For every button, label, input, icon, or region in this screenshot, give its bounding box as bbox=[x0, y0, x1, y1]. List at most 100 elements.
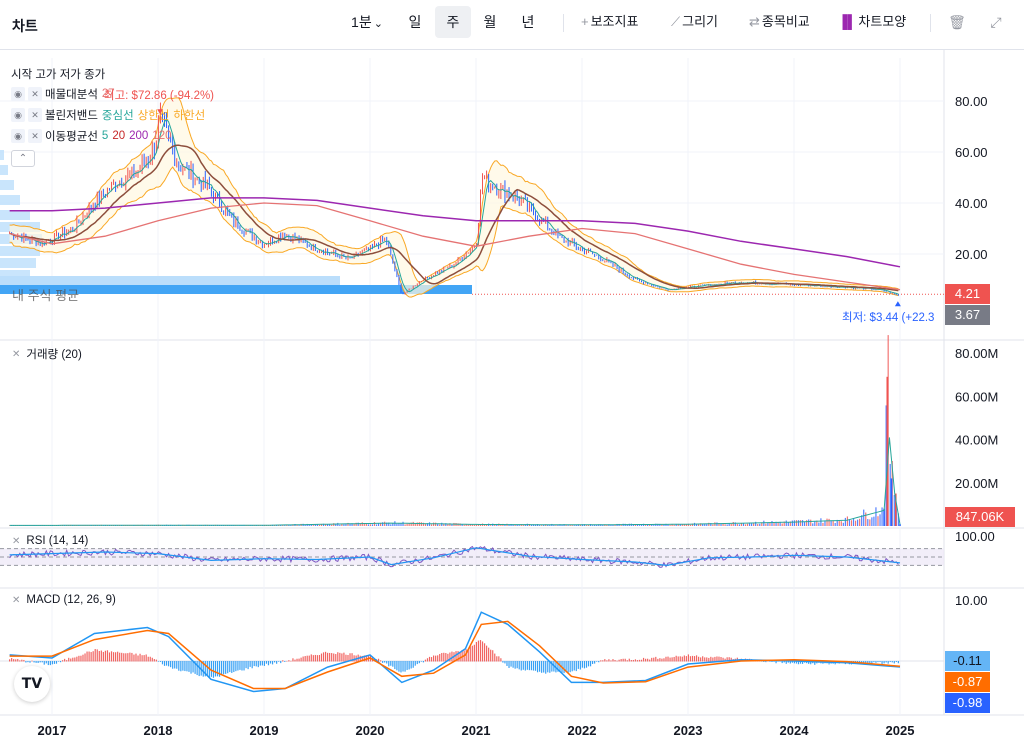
period-tab-month[interactable]: 월 bbox=[483, 14, 497, 30]
volume-profile-poc-bar bbox=[0, 285, 472, 294]
macd-histogram-bar bbox=[284, 661, 286, 662]
macd-histogram-bar bbox=[724, 658, 726, 662]
macd-histogram-bar bbox=[94, 649, 96, 662]
macd-histogram-bar bbox=[329, 652, 331, 662]
volume-bar bbox=[671, 524, 673, 526]
eye-icon[interactable]: ◉ bbox=[11, 128, 25, 143]
chevron-down-icon: ⌄ bbox=[373, 18, 383, 30]
macd-histogram-bar bbox=[638, 659, 641, 662]
volume-bar bbox=[612, 524, 614, 526]
time-axis-tick: 2019 bbox=[250, 723, 279, 738]
macd-histogram-bar bbox=[163, 661, 166, 666]
macd-histogram-bar bbox=[608, 659, 610, 662]
macd-histogram-bar bbox=[53, 661, 56, 664]
macd-histogram-bar bbox=[881, 661, 883, 664]
macd-histogram-bar bbox=[347, 654, 349, 662]
macd-histogram-bar bbox=[490, 649, 492, 662]
volume-bar bbox=[406, 523, 408, 526]
macd-histogram-bar bbox=[194, 661, 196, 674]
macd-histogram-bar bbox=[80, 655, 82, 662]
volume-bar bbox=[793, 520, 796, 526]
volume-bar bbox=[812, 523, 814, 526]
volume-bar bbox=[437, 524, 439, 526]
macd-histogram-bar bbox=[88, 651, 90, 662]
drawing-button[interactable]: ⟋ 그리기 bbox=[671, 6, 718, 38]
close-icon[interactable]: ✕ bbox=[12, 348, 21, 360]
volume-profile-value: 27 bbox=[101, 87, 115, 100]
macd-histogram-bar bbox=[318, 654, 321, 662]
macd-histogram-bar bbox=[212, 661, 215, 678]
toolbar-divider bbox=[930, 14, 931, 32]
close-icon[interactable]: ✕ bbox=[12, 535, 21, 547]
macd-histogram-bar bbox=[781, 661, 783, 664]
macd-histogram-bar bbox=[27, 661, 29, 663]
period-tab-week[interactable]: 주 bbox=[435, 6, 471, 38]
macd-histogram-bar bbox=[622, 658, 624, 662]
period-tab-day[interactable]: 일 bbox=[408, 14, 422, 30]
volume-bar bbox=[310, 524, 312, 526]
compare-button[interactable]: ⇄ 종목비교 bbox=[749, 6, 810, 38]
volume-bar bbox=[569, 524, 571, 526]
macd-histogram-bar bbox=[691, 655, 694, 662]
volume-bar bbox=[677, 523, 679, 526]
macd-histogram-bar bbox=[384, 661, 386, 663]
price-axis-tick: 80.00 bbox=[955, 94, 988, 109]
volume-bar bbox=[602, 524, 604, 526]
macd-histogram-bar bbox=[883, 661, 885, 664]
volume-bar bbox=[806, 520, 808, 526]
macd-histogram-bar bbox=[11, 658, 13, 662]
macd-histogram-bar bbox=[302, 656, 304, 662]
close-icon[interactable]: ✕ bbox=[12, 594, 21, 606]
chart-style-icon: ▐▌ bbox=[838, 14, 857, 29]
macd-histogram-bar bbox=[679, 656, 681, 662]
volume-bar bbox=[365, 522, 367, 526]
volume-bar bbox=[718, 523, 720, 526]
macd-histogram-bar bbox=[726, 657, 728, 662]
eye-icon[interactable]: ◉ bbox=[11, 107, 25, 122]
price-axis-tick: 60.00 bbox=[955, 145, 988, 160]
interval-dropdown[interactable]: 1분 ⌄ bbox=[344, 6, 390, 38]
chart-canvas[interactable]: 2017 2018 2019 2020 2021 2022 2023 2024 2025 80.0… bbox=[0, 50, 1024, 753]
macd-histogram-bar bbox=[720, 657, 722, 662]
period-tab-year[interactable]: 년 bbox=[521, 14, 535, 30]
macd-histogram-bar bbox=[447, 653, 449, 662]
volume-bar bbox=[351, 523, 353, 526]
macd-line-badge: -0.98 bbox=[945, 693, 990, 713]
volume-bar bbox=[363, 523, 365, 526]
eye-icon[interactable]: ◉ bbox=[11, 86, 25, 101]
volume-bar bbox=[322, 523, 325, 526]
macd-histogram-bar bbox=[814, 661, 816, 665]
macd-histogram-bar bbox=[663, 658, 665, 662]
volume-bar bbox=[573, 525, 575, 526]
volume-bar bbox=[663, 524, 665, 526]
last-price-badge: 3.67 bbox=[945, 305, 990, 325]
macd-histogram-bar bbox=[661, 658, 663, 662]
volume-profile-bar bbox=[0, 165, 8, 175]
macd-histogram-bar bbox=[76, 656, 78, 662]
volume-bar bbox=[859, 518, 861, 526]
macd-histogram-bar bbox=[298, 658, 300, 662]
macd-histogram-bar bbox=[689, 656, 692, 662]
volume-bar bbox=[547, 524, 549, 526]
close-icon[interactable]: ✕ bbox=[28, 107, 42, 122]
volume-pane-title: 거래량 (20) bbox=[26, 349, 82, 361]
macd-histogram-bar bbox=[808, 661, 810, 664]
expand-icon[interactable]: ⤢ bbox=[990, 14, 1002, 30]
collapse-legend-button[interactable]: ⌃ bbox=[11, 150, 35, 167]
close-icon[interactable]: ✕ bbox=[28, 86, 42, 101]
macd-histogram-bar bbox=[410, 661, 412, 669]
macd-histogram-bar bbox=[200, 661, 202, 676]
macd-histogram-bar bbox=[895, 661, 897, 662]
volume-bar bbox=[278, 525, 280, 526]
close-icon[interactable]: ✕ bbox=[28, 128, 42, 143]
macd-histogram-bar bbox=[25, 661, 27, 663]
macd-histogram-bar bbox=[398, 661, 400, 672]
chart-style-button[interactable]: ▐▌ 차트모양 bbox=[838, 6, 906, 38]
volume-ma-line bbox=[9, 437, 901, 526]
volume-bar bbox=[871, 517, 873, 526]
indicators-button[interactable]: + 보조지표 bbox=[581, 6, 638, 38]
trash-icon[interactable]: 🗑︎ bbox=[948, 14, 966, 30]
chart-style-label: 차트모양 bbox=[858, 14, 907, 29]
volume-bar bbox=[649, 524, 651, 526]
volume-bar bbox=[324, 524, 327, 526]
